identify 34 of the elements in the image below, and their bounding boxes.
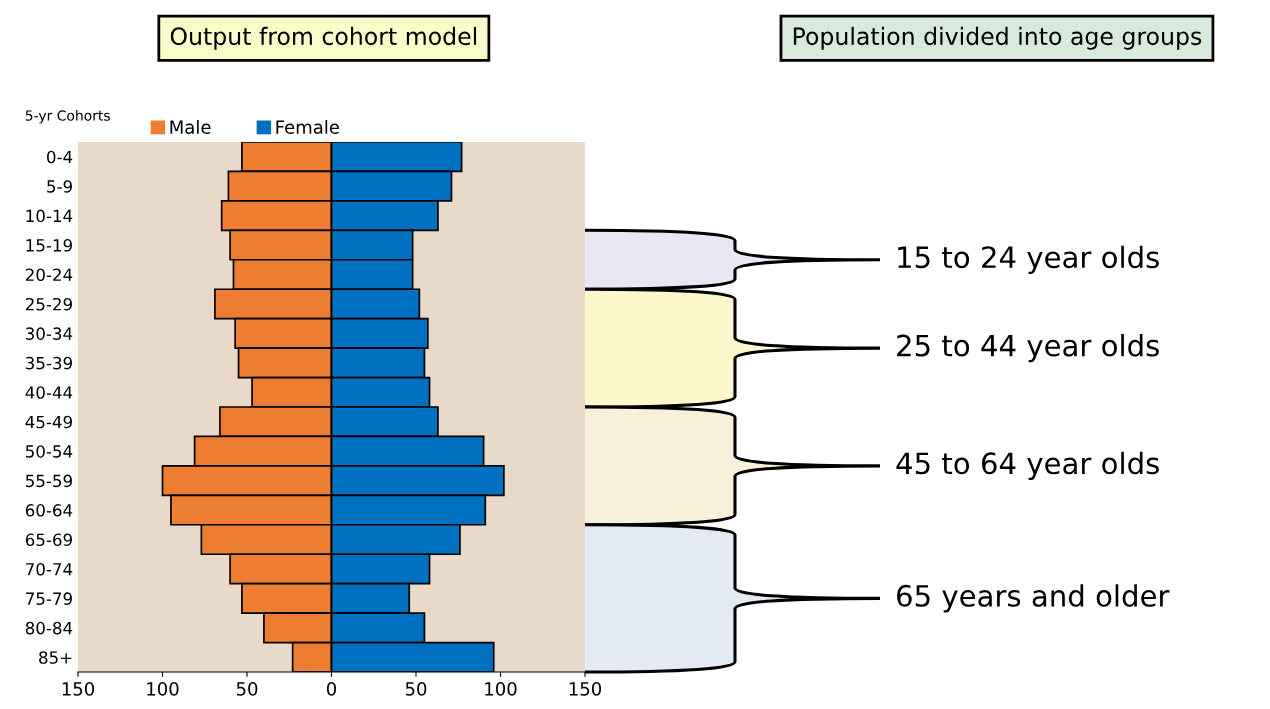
y-axis-title: 5-yr Cohorts (25, 110, 110, 124)
legend-label: Male (170, 119, 211, 134)
legend-label: Female (276, 119, 339, 134)
text: 25 to 44 year olds (897, 334, 1159, 363)
y-tick-label: 20-24 (25, 268, 73, 282)
y-tick-label: 0-4 (47, 150, 73, 164)
x-tick-label: 150 (62, 682, 95, 696)
y-tick-label: 70-74 (26, 562, 73, 576)
y-tick-label: 85+ (39, 651, 72, 664)
text: 15 to 24 year olds (898, 245, 1159, 274)
x-tick-label: 50 (405, 682, 427, 696)
y-tick-label: 30-34 (25, 327, 73, 340)
x-tick-label: 150 (569, 682, 602, 696)
y-tick-label: 65-69 (25, 533, 72, 547)
y-tick-label: 50-54 (26, 445, 73, 458)
y-tick-label: 15-19 (26, 239, 72, 252)
text: Population divided into age groups (793, 26, 1202, 50)
text: 65 years and older (897, 584, 1170, 613)
y-tick-label: 45-49 (25, 415, 72, 429)
y-tick-label: 80-84 (25, 621, 73, 635)
y-tick-label: 75-79 (26, 592, 72, 605)
text: Output from cohort model (170, 26, 477, 50)
x-tick-label: 100 (147, 682, 179, 696)
x-tick-label: 100 (485, 682, 517, 696)
y-tick-label: 25-29 (25, 297, 72, 311)
y-tick-label: 5-9 (47, 180, 72, 193)
y-tick-label: 60-64 (25, 504, 73, 517)
y-tick-label: 55-59 (26, 474, 72, 488)
y-tick-label: 10-14 (26, 209, 73, 223)
x-tick-label: 0 (326, 682, 337, 696)
text: 45 to 64 year olds (896, 451, 1159, 480)
y-tick-label: 40-44 (25, 386, 73, 399)
x-tick-label: 50 (236, 682, 258, 696)
y-tick-label: 35-39 (25, 356, 72, 370)
